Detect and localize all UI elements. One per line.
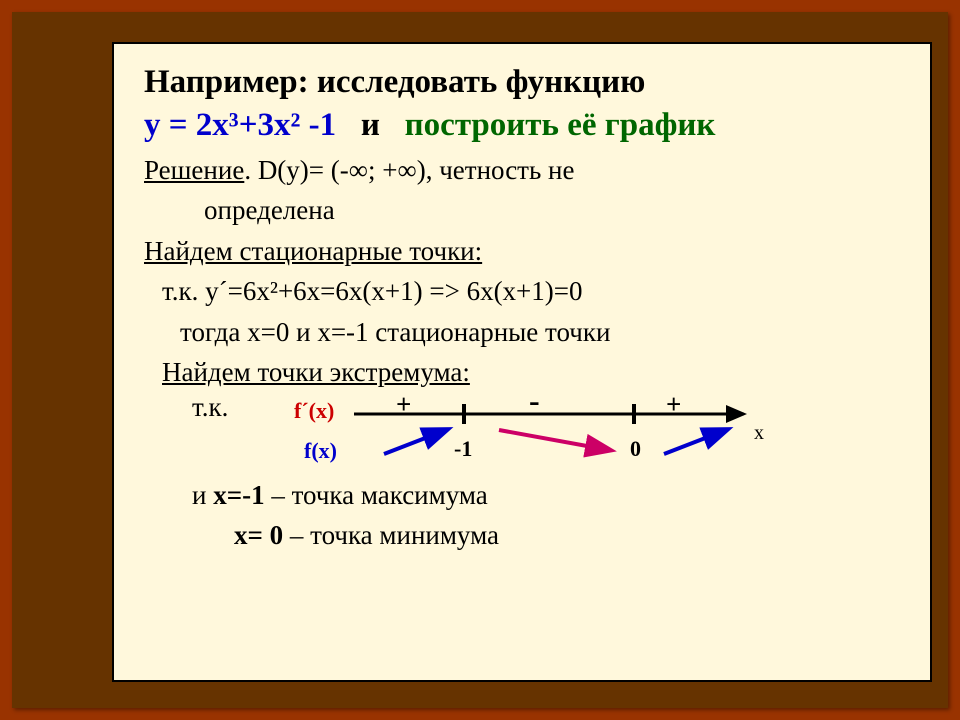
conclusion-2-suffix: – точка минимума	[283, 520, 499, 550]
extrema-heading: Найдем точки экстремума:	[144, 355, 910, 390]
conclusion-2: x= 0 – точка минимума	[144, 518, 910, 553]
title-connector	[344, 107, 361, 143]
stationary-heading-text: Найдем стационарные точки:	[144, 236, 482, 266]
arrow-left-up	[384, 430, 446, 454]
diagram-svg	[354, 392, 774, 470]
sign-diagram: т.к. f´(x) f(x)	[144, 392, 910, 470]
sign-plus-right: +	[666, 389, 681, 420]
title-line-1: Например: исследовать функцию	[144, 62, 910, 103]
solution-line-2: определена	[144, 193, 910, 228]
sign-minus-mid: -	[529, 382, 540, 419]
diagram-fprime-label: f´(x)	[294, 398, 334, 424]
stationary-derivative: т.к. y´=6x²+6x=6x(x+1) => 6x(x+1)=0	[144, 274, 910, 309]
arrow-mid-down	[499, 430, 609, 450]
slide-frame-inner: Например: исследовать функцию y = 2x³+3x…	[112, 42, 932, 682]
conclusion-2-bold: x= 0	[234, 520, 283, 550]
diagram-tk: т.к.	[192, 392, 228, 423]
conclusion-1-prefix: и	[192, 480, 213, 510]
point-label-2: 0	[630, 436, 641, 462]
title-suffix: построить её график	[405, 107, 716, 143]
conclusion-1: и x=-1 – точка максимума	[144, 478, 910, 513]
point-label-1: -1	[454, 436, 472, 462]
conclusion-1-suffix: – точка максимума	[265, 480, 488, 510]
axis-x-label: x	[754, 422, 764, 445]
diagram-fx-label: f(x)	[304, 438, 337, 464]
stationary-heading: Найдем стационарные точки:	[144, 234, 910, 269]
solution-label: Решение	[144, 155, 244, 185]
slide-content: Например: исследовать функцию y = 2x³+3x…	[114, 44, 930, 680]
solution-domain: . D(y)= (-∞; +∞), четность не	[244, 155, 574, 185]
slide-frame-outer: Например: исследовать функцию y = 2x³+3x…	[12, 12, 948, 708]
solution-line-1: Решение. D(y)= (-∞; +∞), четность не	[144, 153, 910, 188]
title-and: и	[361, 107, 380, 143]
sign-plus-left: +	[396, 389, 411, 420]
extrema-heading-text: Найдем точки экстремума:	[162, 357, 470, 387]
arrow-right-up	[664, 430, 726, 454]
title-line-2: y = 2x³+3x² -1 и построить её график	[144, 105, 910, 146]
conclusion-1-bold: x=-1	[213, 480, 264, 510]
stationary-result: тогда x=0 и x=-1 стационарные точки	[144, 315, 910, 350]
title-formula: y = 2x³+3x² -1	[144, 107, 336, 143]
